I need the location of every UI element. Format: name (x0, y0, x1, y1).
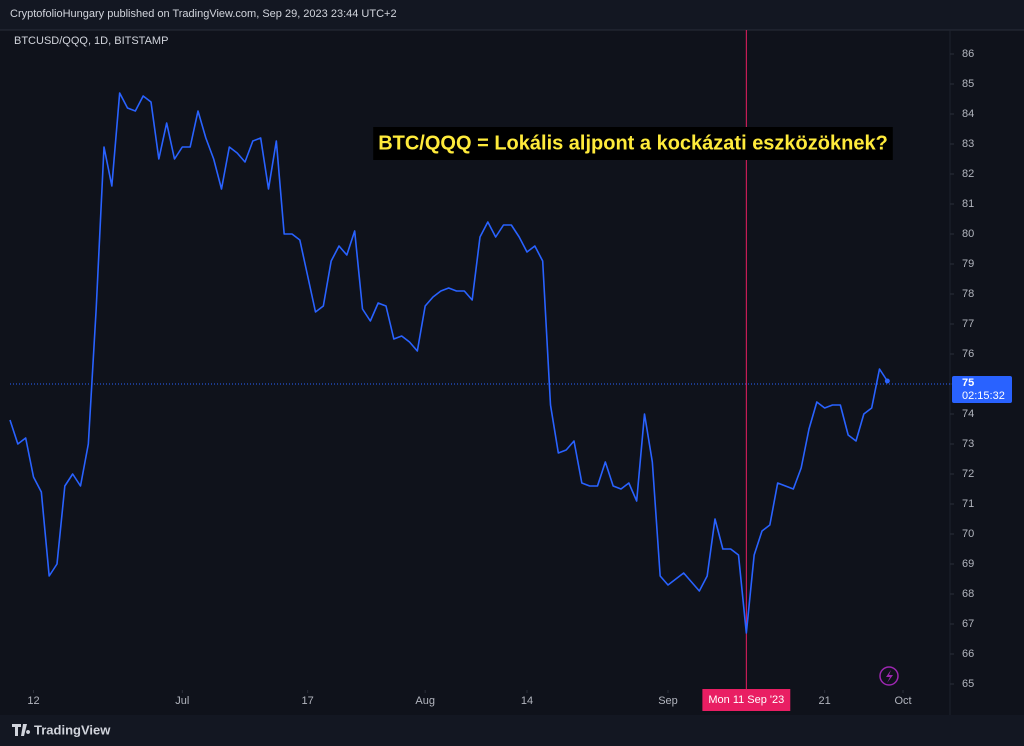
legend-entry: BTCUSD/QQQ, 1D, BITSTAMP (14, 35, 168, 47)
x-tick-label: 17 (302, 695, 314, 707)
x-tick-label: Aug (415, 695, 435, 707)
price-label-box (952, 376, 1012, 403)
footer-logo-text: TradingView (34, 722, 111, 737)
icon-glyph (886, 670, 893, 683)
x-tick-label: 21 (819, 695, 831, 707)
y-tick-label: 66 (962, 648, 974, 660)
annotation: BTC/QQQ = Lokális aljpont a kockázati es… (378, 132, 888, 154)
y-tick-label: 82 (962, 168, 974, 180)
y-tick-label: 67 (962, 618, 974, 630)
y-tick-label: 79 (962, 258, 974, 270)
y-tick-label: 74 (962, 408, 974, 420)
price-label: 75 (962, 377, 974, 389)
header: CryptofolioHungary published on TradingV… (10, 8, 397, 20)
icon[interactable] (879, 666, 899, 686)
y-tick-label: 86 (962, 48, 974, 60)
y-tick-label: 85 (962, 78, 974, 90)
y-tick-label: 76 (962, 348, 974, 360)
y-tick-label: 78 (962, 288, 974, 300)
logo (12, 724, 31, 736)
y-tick-label: 68 (962, 588, 974, 600)
x-tick-label: Jul (175, 695, 189, 707)
x-tick-label: Sep (658, 695, 678, 707)
y-tick-label: 77 (962, 318, 974, 330)
y-tick-label: 80 (962, 228, 974, 240)
y-tick-label: 70 (962, 528, 974, 540)
y-tick-label: 83 (962, 138, 974, 150)
x-tick-label: 12 (27, 695, 39, 707)
x-tick-label: 14 (521, 695, 533, 707)
x-tick-label: Oct (894, 695, 911, 707)
y-tick-label: 81 (962, 198, 974, 210)
crosshair-label: Mon 11 Sep '23 (708, 694, 784, 706)
y-tick-label: 71 (962, 498, 974, 510)
footer-bar (0, 715, 1024, 746)
crosshair-label-box (702, 689, 791, 711)
y-tick-label: 72 (962, 468, 974, 480)
series-line (9, 92, 888, 634)
countdown: 02:15:32 (962, 390, 1005, 402)
last-point (884, 378, 890, 384)
y-tick-label: 65 (962, 678, 974, 690)
y-tick-label: 69 (962, 558, 974, 570)
y-tick-label: 84 (962, 108, 974, 120)
y-tick-label: 73 (962, 438, 974, 450)
annotation-box (373, 127, 893, 160)
